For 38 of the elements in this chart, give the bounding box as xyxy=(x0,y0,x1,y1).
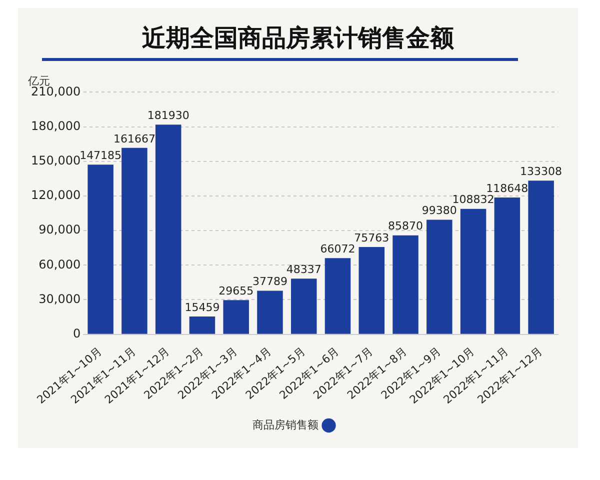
y-tick-label: 90,000 xyxy=(38,222,81,237)
bar xyxy=(494,198,520,334)
y-tick-label: 60,000 xyxy=(38,257,81,272)
data-label: 118648 xyxy=(486,182,528,195)
legend-label: 商品房销售额 xyxy=(252,418,318,432)
data-label: 48337 xyxy=(286,262,322,276)
data-label: 66072 xyxy=(320,242,356,256)
bar xyxy=(155,124,182,334)
bar xyxy=(290,278,317,334)
bar xyxy=(460,208,486,334)
data-label: 75763 xyxy=(354,231,390,244)
data-label: 37789 xyxy=(252,275,288,288)
chart-title: 近期全国商品房累计销售金额 xyxy=(141,23,455,54)
bar xyxy=(223,300,249,334)
bar xyxy=(122,148,148,334)
data-label: 29655 xyxy=(218,284,254,298)
data-label: 181930 xyxy=(147,108,190,122)
data-label: 161667 xyxy=(113,132,156,146)
bar xyxy=(189,316,216,334)
y-axis-title: 亿元 xyxy=(27,74,50,88)
data-label: 15459 xyxy=(184,300,220,314)
bar xyxy=(358,246,385,334)
bar xyxy=(528,180,554,334)
y-tick-label: 180,000 xyxy=(31,118,81,133)
data-label: 99380 xyxy=(422,204,457,218)
y-tick-label: 0 xyxy=(72,326,81,340)
data-label: 133308 xyxy=(520,164,562,178)
data-label: 147185 xyxy=(80,148,122,162)
y-tick-label: 150,000 xyxy=(31,154,81,168)
data-label: 108832 xyxy=(452,193,494,206)
y-tick-label: 30,000 xyxy=(38,292,81,306)
bar xyxy=(257,290,283,334)
y-tick-label: 120,000 xyxy=(31,188,81,202)
bar xyxy=(88,164,114,334)
bar xyxy=(324,258,351,334)
bar xyxy=(426,220,452,334)
bar xyxy=(392,235,418,334)
data-label: 85870 xyxy=(388,220,424,233)
